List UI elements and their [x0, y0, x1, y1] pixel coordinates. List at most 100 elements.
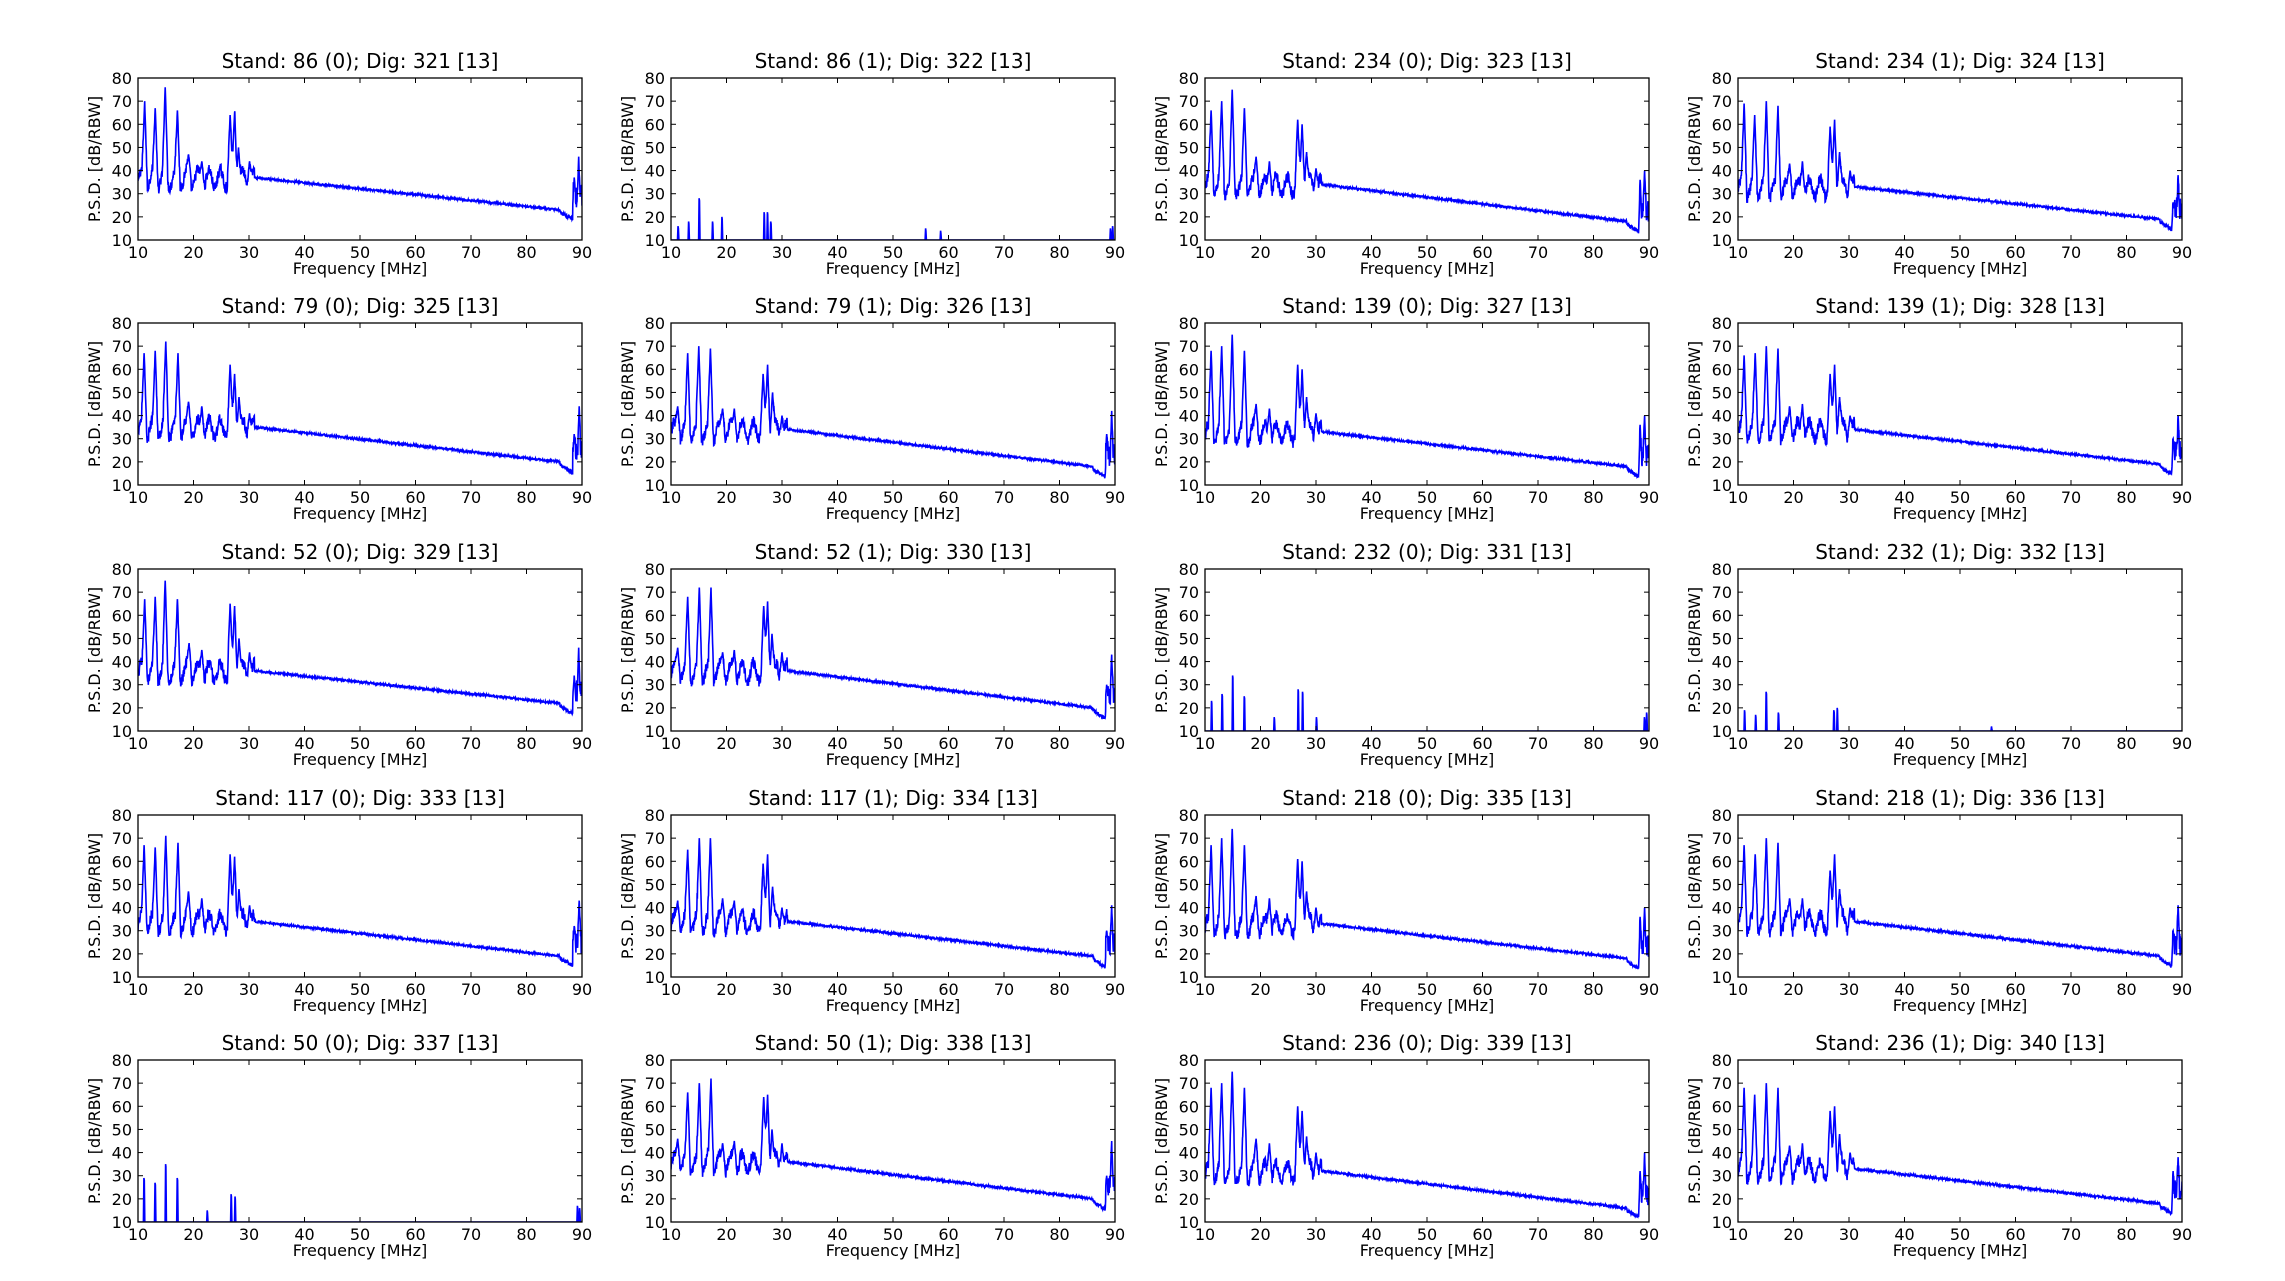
x-tick-label: 90 [1639, 734, 1659, 753]
subplot-title: Stand: 234 (0); Dig: 323 [13] [1282, 49, 1572, 73]
x-axis-label: Frequency [MHz] [1893, 996, 2027, 1015]
subplot: 10 20 30 40 50 60 70 80 90 10 20 30 40 50 60 70 80 Stand:… [85, 786, 592, 1015]
y-tick-label: 70 [1179, 583, 1199, 602]
subplot-title: Stand: 117 (0); Dig: 333 [13] [215, 786, 505, 810]
x-tick-label: 80 [516, 243, 536, 262]
y-tick-label: 60 [1179, 115, 1199, 134]
x-axis-label: Frequency [MHz] [826, 504, 960, 523]
y-tick-label: 30 [1712, 430, 1732, 449]
y-tick-label: 20 [1712, 1190, 1732, 1209]
x-axis-label: Frequency [MHz] [1893, 504, 2027, 523]
x-tick-label: 50 [1417, 734, 1437, 753]
subplot-title: Stand: 117 (1); Dig: 334 [13] [748, 786, 1038, 810]
y-tick-label: 20 [645, 453, 665, 472]
y-tick-label: 60 [645, 1097, 665, 1116]
subplot-title: Stand: 232 (1); Dig: 332 [13] [1815, 540, 2105, 564]
y-tick-label: 20 [1179, 453, 1199, 472]
x-tick-label: 50 [883, 734, 903, 753]
x-tick-label: 50 [883, 243, 903, 262]
subplot: 10 20 30 40 50 60 70 80 90 10 20 30 40 50 60 70 80 Stand:… [85, 49, 592, 278]
y-tick-label: 10 [112, 231, 132, 250]
x-tick-label: 90 [2172, 980, 2192, 999]
x-tick-label: 20 [716, 243, 736, 262]
x-tick-label: 10 [1195, 1225, 1215, 1244]
y-tick-label: 40 [645, 407, 665, 426]
y-tick-label: 60 [645, 606, 665, 625]
y-tick-label: 30 [112, 185, 132, 204]
y-tick-label: 40 [1179, 653, 1199, 672]
x-tick-label: 70 [461, 734, 481, 753]
x-tick-label: 10 [661, 488, 681, 507]
y-tick-label: 70 [645, 92, 665, 111]
y-tick-label: 60 [645, 360, 665, 379]
x-tick-label: 80 [1049, 488, 1069, 507]
y-tick-label: 40 [112, 407, 132, 426]
x-tick-label: 80 [516, 734, 536, 753]
subplot-title: Stand: 139 (0); Dig: 327 [13] [1282, 294, 1572, 318]
y-tick-label: 10 [112, 1213, 132, 1232]
x-tick-label: 70 [1528, 1225, 1548, 1244]
y-tick-label: 80 [645, 806, 665, 825]
x-tick-label: 70 [1528, 980, 1548, 999]
y-tick-label: 10 [112, 722, 132, 741]
y-tick-label: 70 [1712, 1074, 1732, 1093]
x-tick-label: 20 [183, 488, 203, 507]
subplot-title: Stand: 234 (1); Dig: 324 [13] [1815, 49, 2105, 73]
y-tick-label: 70 [1179, 829, 1199, 848]
psd-series-line [1205, 828, 1649, 970]
x-tick-label: 70 [994, 734, 1014, 753]
y-axis-label: P.S.D. [dB/RBW] [1685, 341, 1704, 467]
y-axis-label: P.S.D. [dB/RBW] [85, 1078, 104, 1204]
y-tick-label: 70 [112, 337, 132, 356]
y-tick-label: 50 [112, 629, 132, 648]
y-axis-label: P.S.D. [dB/RBW] [85, 341, 104, 467]
x-tick-label: 40 [1894, 243, 1914, 262]
y-tick-label: 10 [645, 722, 665, 741]
y-tick-label: 70 [112, 829, 132, 848]
x-tick-label: 50 [1950, 1225, 1970, 1244]
y-tick-label: 50 [645, 138, 665, 157]
x-tick-label: 30 [1839, 488, 1859, 507]
y-tick-label: 40 [112, 653, 132, 672]
y-tick-label: 20 [645, 945, 665, 964]
y-tick-label: 40 [1712, 653, 1732, 672]
x-tick-label: 30 [772, 734, 792, 753]
x-tick-label: 20 [716, 1225, 736, 1244]
x-tick-label: 80 [1049, 1225, 1069, 1244]
x-tick-label: 30 [772, 1225, 792, 1244]
x-tick-label: 10 [1728, 488, 1748, 507]
x-tick-label: 50 [1950, 243, 1970, 262]
x-tick-label: 70 [1528, 488, 1548, 507]
y-axis-label: P.S.D. [dB/RBW] [1685, 96, 1704, 222]
y-tick-label: 60 [645, 115, 665, 134]
y-axis-label: P.S.D. [dB/RBW] [1152, 341, 1171, 467]
x-tick-label: 60 [938, 734, 958, 753]
y-tick-label: 60 [1179, 1097, 1199, 1116]
y-tick-label: 10 [112, 476, 132, 495]
y-tick-label: 80 [645, 560, 665, 579]
y-axis-label: P.S.D. [dB/RBW] [85, 833, 104, 959]
y-tick-label: 70 [112, 92, 132, 111]
x-tick-label: 20 [1783, 243, 1803, 262]
y-tick-label: 50 [112, 1120, 132, 1139]
x-tick-label: 30 [1306, 243, 1326, 262]
x-tick-label: 70 [2061, 243, 2081, 262]
x-tick-label: 70 [2061, 734, 2081, 753]
x-tick-label: 80 [1583, 980, 1603, 999]
x-tick-label: 40 [827, 488, 847, 507]
x-tick-label: 30 [772, 243, 792, 262]
x-tick-label: 50 [350, 1225, 370, 1244]
x-tick-label: 60 [405, 980, 425, 999]
y-tick-label: 70 [645, 1074, 665, 1093]
x-tick-label: 50 [1417, 1225, 1437, 1244]
subplot: 10 20 30 40 50 60 70 80 90 10 20 30 40 50 60 70 80 Stand:… [1152, 49, 1659, 278]
x-tick-label: 70 [994, 488, 1014, 507]
x-tick-label: 50 [350, 488, 370, 507]
x-tick-label: 90 [1105, 980, 1125, 999]
psd-series-line [138, 580, 582, 717]
x-tick-label: 80 [2116, 488, 2136, 507]
x-tick-label: 90 [1105, 1225, 1125, 1244]
x-tick-label: 40 [1361, 734, 1381, 753]
subplot: 10 20 30 40 50 60 70 80 90 10 20 30 40 50 60 70 80 Stand:… [1152, 540, 1659, 769]
y-tick-label: 60 [1179, 852, 1199, 871]
